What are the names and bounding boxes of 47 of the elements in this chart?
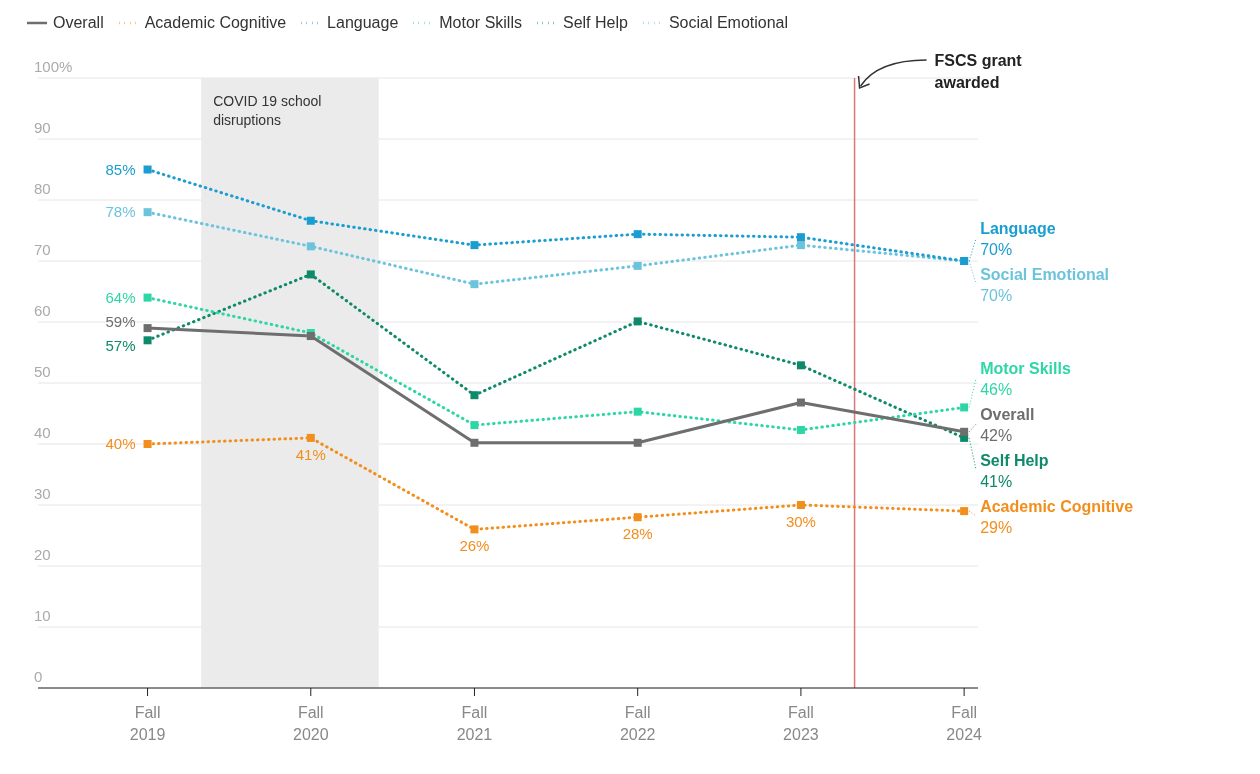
legend-label: Overall (52, 14, 104, 32)
data-label: 46% (980, 381, 1013, 399)
data-label: 85% (105, 160, 136, 178)
y-tick-label: 20 (34, 546, 51, 563)
y-tick-label: 30 (34, 485, 51, 502)
text: Language (980, 220, 1056, 237)
data-label: 30% (785, 513, 816, 530)
x-tick-label: Fall 2022 (619, 704, 656, 743)
text: Motor Skills (980, 360, 1071, 378)
legend-label: Motor Skills (438, 14, 522, 32)
legend-label: Social Emotional (667, 14, 789, 32)
y-tick-label: 60 (34, 302, 51, 319)
x-tick-label: Fall 2021 (456, 704, 493, 743)
data-label: 41% (980, 473, 1013, 491)
data-label: 26% (459, 537, 490, 555)
legend-label: Academic Cognitive (143, 14, 287, 32)
legend-label: Language (326, 14, 399, 32)
y-tick-label: 80 (34, 180, 51, 197)
data-label: 78% (105, 203, 136, 221)
data-label: 64% (105, 288, 136, 306)
y-tick-label: 10 (34, 607, 51, 624)
data-label: 41% (295, 445, 326, 463)
data-label: 40% (105, 435, 136, 452)
data-label: 59% (105, 313, 136, 331)
data-label: 57% (105, 337, 136, 355)
data-label: 70% (980, 287, 1013, 304)
text: Self Help (980, 452, 1049, 470)
text: Overall (980, 406, 1035, 424)
x-tick-label: Fall 2023 (783, 704, 819, 743)
data-label: 42% (980, 427, 1013, 445)
x-tick-label: Fall 2024 (946, 704, 983, 743)
legend-label: Self Help (561, 14, 628, 32)
y-tick-label: 40 (34, 424, 51, 441)
y-tick-label: 70 (34, 241, 51, 258)
y-tick-label: 100% (34, 58, 73, 75)
data-label: 70% (980, 241, 1013, 258)
band-label: COVID 19 school disruptions (213, 93, 322, 128)
text: Academic Cognitive (980, 498, 1134, 516)
y-tick-label: 50 (34, 363, 51, 380)
y-tick-label: 90 (34, 119, 51, 136)
data-label: 28% (622, 525, 653, 543)
x-tick-label: Fall 2019 (129, 704, 166, 743)
y-tick-label: 0 (34, 668, 43, 685)
data-label: 29% (980, 519, 1013, 537)
ref-line-label: FSCS grant awarded (934, 52, 1023, 91)
text: Social Emotional (980, 266, 1110, 283)
x-tick-label: Fall 2020 (292, 704, 329, 743)
